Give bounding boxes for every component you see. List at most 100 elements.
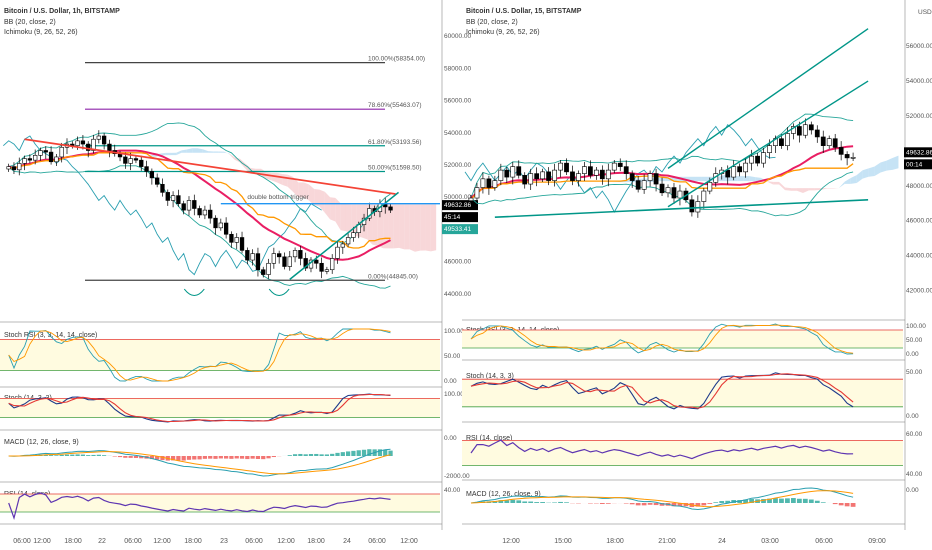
chart2-price-tag-text: 00:14	[906, 161, 923, 168]
chart1-candle-body	[351, 232, 356, 238]
chart1-fib-label: 61.80%(53193.56)	[368, 139, 422, 146]
chart2-candle-body	[653, 173, 659, 185]
chart2-candle-body	[725, 169, 731, 178]
chart2-channel-upper	[667, 28, 869, 169]
chart2-ichimoku-cloud	[701, 176, 708, 182]
chart1-candle-body	[218, 222, 223, 229]
chart1-macd-hist-bar	[86, 455, 91, 456]
chart2-ichimoku-cloud	[749, 176, 756, 182]
chart2-macd-hist-bar	[719, 501, 725, 503]
chart1-x-tick-label: 18:00	[64, 538, 82, 545]
chart1-ichimoku-cloud	[282, 174, 288, 187]
chart2-candle-body	[510, 166, 516, 178]
chart2-y-tick-label: 42000.00	[906, 288, 932, 295]
chart2-y-tick-label: 46000.00	[906, 218, 932, 225]
chart2-ichimoku-cloud	[659, 177, 666, 182]
chart1-candle-body	[255, 253, 261, 271]
chart2-candle-body	[785, 133, 790, 146]
chart2-x-tick-label: 09:00	[868, 538, 886, 545]
chart2-macd-hist-bar	[761, 499, 766, 503]
chart2-candle-body	[814, 129, 820, 138]
chart1-candle-body	[128, 158, 133, 164]
chart1-macd-hist-bar	[197, 456, 202, 460]
chart1-candle-body	[314, 259, 319, 264]
chart2-macd-hist-bar	[653, 503, 659, 506]
chart2-candle-body	[564, 162, 569, 173]
chart2-macd-hist-bar	[599, 503, 605, 504]
chart1-ichimoku-cloud	[292, 176, 299, 198]
chart2-rsi-line	[470, 439, 854, 460]
chart1-x-tick-label: 18:00	[307, 538, 325, 545]
chart1-candle-body	[48, 151, 54, 163]
chart1-candle-body	[234, 237, 239, 243]
chart1-candle-body	[181, 203, 186, 211]
chart1-macd-hist-bar	[149, 456, 154, 460]
chart2-support-line	[494, 198, 869, 219]
chart1-ichimoku-cloud	[271, 172, 278, 183]
chart2-macd-hist-bar	[713, 502, 719, 503]
chart1-ichimoku-cloud	[202, 149, 209, 153]
chart1-macd-hist-bar	[245, 456, 250, 460]
chart2-candle-body	[504, 169, 510, 178]
chart2-macd-hist-bar	[510, 499, 516, 503]
chart1-ichimoku-cloud	[96, 166, 103, 169]
chart2-candle-body	[844, 154, 850, 159]
chart1-y-tick-label: 46000.00	[444, 259, 471, 266]
chart2-macd-hist-bar	[677, 503, 683, 506]
chart1-panel-y-tick: -2000.00	[444, 473, 470, 480]
chart2-ichimoku-cloud	[570, 188, 577, 194]
chart2-ichimoku-cloud	[850, 175, 857, 184]
chart1-bottom-arc	[268, 288, 290, 296]
chart1-indicator-label: BB (20, close, 2)	[4, 19, 56, 26]
chart1-ichimoku-cloud	[213, 151, 219, 153]
chart2-candle-body	[558, 162, 563, 171]
chart1-macd-hist-bar	[335, 452, 340, 456]
chart2-macd-hist-bar	[749, 499, 754, 503]
chart1-stoch-d	[8, 393, 391, 423]
chart2-ichimoku-cloud	[808, 188, 815, 191]
chart1-ichimoku-cloud	[425, 204, 431, 252]
chart1-macd-hist-bar	[96, 454, 101, 456]
chart2-candle-body	[552, 169, 557, 181]
chart2-macd-hist-bar	[647, 503, 653, 505]
chart1-candle-body	[176, 195, 181, 204]
chart1-x-tick-label: 06:00	[124, 538, 142, 545]
chart2-candle-body	[498, 169, 504, 181]
chart1-price-tag-bg	[442, 212, 478, 223]
chart2-x-tick-label: 18:00	[606, 538, 624, 545]
chart2-x-tick-label: 15:00	[554, 538, 572, 545]
chart1-panel-y-tick: 40.00	[444, 487, 461, 494]
chart1-candle-body	[271, 253, 277, 264]
chart1-candle-body	[229, 233, 234, 243]
chart2-macd-hist-bar	[725, 500, 731, 503]
chart1-ichimoku-cloud	[107, 164, 113, 166]
chart1-panel-y-tick: 50.00	[444, 353, 461, 360]
chart2-panel-y-tick: 40.00	[906, 471, 923, 478]
chart1-macd-hist-bar	[70, 454, 75, 456]
chart1-candle-body	[123, 156, 128, 164]
chart1-candle-body	[107, 143, 112, 151]
chart1-candle-body	[86, 143, 91, 151]
chart1-ichimoku-cloud	[186, 148, 193, 153]
chart2-candle-body	[540, 171, 546, 180]
chart1-candle-body	[101, 135, 107, 145]
chart2-candle-body	[677, 190, 683, 199]
chart2-macd-hist-bar	[767, 498, 772, 503]
chart1-macd-hist-bar	[117, 456, 123, 458]
chart1-x-tick-label: 18:00	[184, 538, 202, 545]
chart1-macd-hist-bar	[345, 451, 351, 456]
chart2-macd-hist-bar	[820, 502, 826, 503]
chart2-y-tick-label: 56000.00	[906, 43, 932, 50]
chart1-candle-body	[324, 269, 330, 272]
chart1-ichimoku-cloud	[308, 184, 315, 206]
chart1-candle-body	[223, 222, 229, 235]
chart1-stochrsi-k	[8, 328, 391, 382]
chart2-candle-body	[796, 126, 802, 136]
chart2-ichimoku-cloud	[588, 183, 594, 189]
chart1-macd-hist-bar	[54, 455, 59, 456]
chart2-ichimoku-cloud	[767, 181, 774, 185]
chart1-candle-body	[80, 140, 86, 145]
chart1-candle-body	[54, 156, 59, 163]
chart1-macd-hist-bar	[266, 456, 271, 459]
chart1-ichimoku-cloud	[229, 153, 235, 160]
